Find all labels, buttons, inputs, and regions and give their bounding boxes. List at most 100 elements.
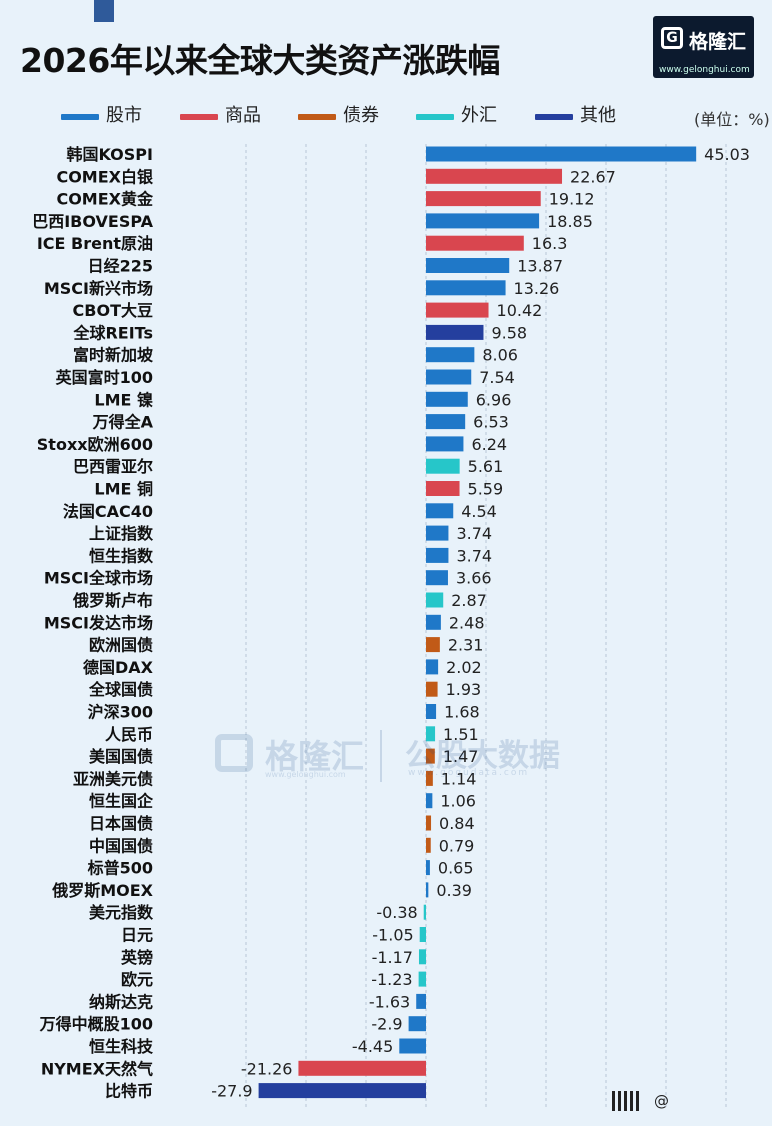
value-label: 9.58 [491, 323, 527, 342]
category-label: 恒生指数 [89, 546, 154, 565]
legend-swatch-commodities [180, 114, 218, 120]
value-label: 7.54 [479, 368, 515, 387]
legend-swatch-stocks [61, 114, 99, 120]
category-label: 巴西雷亚尔 [73, 457, 153, 476]
value-label: 5.59 [468, 480, 504, 499]
category-label: 俄罗斯MOEX [51, 881, 153, 900]
category-label: 德国DAX [83, 658, 154, 677]
category-label: 俄罗斯卢布 [72, 591, 153, 610]
value-label: 19.12 [549, 190, 595, 209]
value-label: 0.84 [439, 814, 475, 833]
credit-stripe [630, 1091, 633, 1111]
category-label: 万得中概股100 [39, 1015, 153, 1034]
category-label: CBOT大豆 [73, 301, 153, 320]
category-label: 人民币 [105, 725, 153, 744]
value-label: -21.26 [241, 1059, 293, 1078]
category-label: COMEX黄金 [56, 190, 154, 209]
value-label: 1.68 [444, 703, 480, 722]
gelonghui-logo-icon: G [661, 27, 683, 49]
value-label: 2.02 [446, 658, 482, 677]
category-label: 欧元 [121, 970, 153, 989]
category-label: 全球国债 [88, 680, 153, 699]
value-label: 4.54 [461, 502, 497, 521]
bar [298, 1060, 426, 1076]
bar [423, 904, 426, 920]
bar [426, 637, 440, 653]
bar [426, 570, 448, 586]
value-label: 3.74 [456, 546, 492, 565]
value-label: 2.48 [449, 613, 485, 632]
category-label: ICE Brent原油 [37, 234, 153, 253]
value-label: 45.03 [704, 145, 750, 164]
value-label: 1.14 [441, 769, 477, 788]
bars [258, 146, 697, 1099]
bar [426, 793, 433, 809]
bar [426, 882, 429, 898]
bar [426, 235, 524, 251]
value-labels: 45.03 22.67 19.12 18.85 16.3 13.87 13.26 10.42 9… [211, 145, 750, 1101]
legend-label-bonds: 债券 [343, 105, 379, 126]
credit-stripe [636, 1091, 639, 1111]
category-label: 日经225 [88, 257, 153, 276]
category-label: 沪深300 [88, 703, 153, 722]
logo-url: www.gelonghui.com [659, 65, 750, 75]
value-label: -1.17 [372, 948, 413, 967]
value-label: 1.93 [446, 680, 482, 699]
category-label: MSCI全球市场 [44, 569, 153, 588]
top-accent-bar [94, 0, 114, 22]
category-label: 美元指数 [89, 903, 154, 922]
bar [426, 704, 437, 719]
bar [426, 391, 468, 407]
watermark-url-2: www.gogudata.com [408, 768, 530, 778]
category-label: 巴西IBOVESPA [32, 212, 153, 231]
bar [426, 503, 454, 519]
bar [426, 481, 460, 496]
bar [418, 971, 426, 987]
value-label: 5.61 [468, 457, 504, 476]
value-label: 6.53 [473, 413, 509, 432]
value-label: 3.74 [456, 524, 492, 543]
value-label: 3.66 [456, 569, 492, 588]
bar [426, 815, 432, 831]
category-label: 日本国债 [89, 814, 153, 833]
bar [419, 927, 426, 942]
bar [426, 525, 449, 541]
category-label: 中国国债 [89, 836, 153, 855]
category-label: 法国CAC40 [63, 502, 153, 521]
category-label: 富时新加坡 [73, 346, 154, 365]
category-label: LME 镍 [94, 390, 153, 409]
value-label: 13.87 [517, 257, 563, 276]
bar [426, 837, 431, 853]
category-label: 比特币 [105, 1082, 153, 1101]
bar [426, 592, 444, 608]
category-label: COMEX白银 [56, 167, 154, 186]
legend-swatch-bonds [298, 114, 336, 120]
bar [258, 1083, 426, 1099]
bar [426, 458, 460, 474]
value-label: 16.3 [532, 234, 568, 253]
legend-label-other: 其他 [580, 105, 616, 126]
category-label: MSCI发达市场 [44, 613, 153, 632]
legend-swatch-other [535, 114, 573, 120]
credit-stripe [612, 1091, 615, 1111]
logo-name: 格隆汇 [689, 31, 747, 53]
category-label: 纳斯达克 [89, 992, 153, 1011]
bar [426, 324, 484, 340]
unit-label: (单位：%) [694, 110, 770, 129]
value-label: 1.06 [440, 792, 476, 811]
watermark-name: 格隆汇 [265, 737, 364, 776]
legend-swatch-fx [416, 114, 454, 120]
category-label: 韩国KOSPI [67, 145, 154, 164]
bar [426, 302, 489, 318]
value-label: -2.9 [371, 1015, 402, 1034]
value-label: 0.65 [438, 859, 474, 878]
credit-stripe [624, 1091, 627, 1111]
value-label: 13.26 [514, 279, 560, 298]
value-label: 6.96 [476, 390, 512, 409]
bar [426, 414, 466, 430]
value-label: 2.31 [448, 636, 484, 655]
watermark-url: www.gelonghui.com [265, 770, 346, 779]
value-label: -4.45 [352, 1037, 393, 1056]
value-label: -1.23 [371, 970, 412, 989]
category-label: 日元 [121, 926, 153, 945]
